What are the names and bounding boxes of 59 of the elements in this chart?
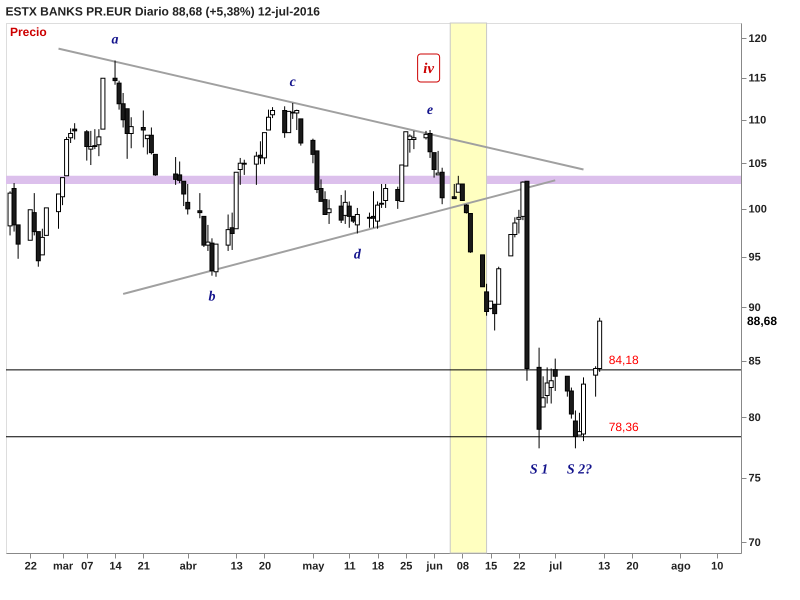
x-tick-label: 13 xyxy=(598,560,610,572)
annotation: d xyxy=(354,247,362,262)
y-tick-label: 100 xyxy=(748,203,767,216)
x-tick-label: 10 xyxy=(711,560,724,572)
candlestick xyxy=(460,183,465,201)
annotation: b xyxy=(208,290,216,305)
x-tick-label: may xyxy=(302,560,326,572)
x-tick-label: 13 xyxy=(230,560,243,572)
candlestick xyxy=(185,183,190,215)
x-tick-label: ago xyxy=(671,560,691,572)
candlestick xyxy=(84,130,90,162)
x-tick-label: 15 xyxy=(484,560,498,572)
x-tick-label: 20 xyxy=(626,560,639,572)
candlestick xyxy=(366,212,372,228)
candlestick xyxy=(88,130,94,166)
candlestick xyxy=(383,183,388,208)
y-tick-label: 75 xyxy=(748,472,761,484)
x-tick-label: 22 xyxy=(24,560,37,572)
y-tick-label: 115 xyxy=(748,72,766,85)
annotation: a xyxy=(112,32,119,48)
x-tick-label: 22 xyxy=(513,560,526,572)
y-tick-label: 70 xyxy=(748,536,761,549)
candlestick xyxy=(326,199,332,224)
y-tick-label: 85 xyxy=(748,355,761,368)
x-tick-label: jul xyxy=(548,560,562,572)
x-tick-label: abr xyxy=(180,560,198,572)
annotation: S 1 xyxy=(530,462,548,478)
annotation: e xyxy=(426,102,434,118)
ref-line-label: 84,18 xyxy=(608,352,640,367)
candlestick xyxy=(354,207,360,234)
annotation: Precio xyxy=(10,25,47,39)
ref-line-label: 78,36 xyxy=(608,420,640,434)
x-tick-label: 14 xyxy=(109,560,123,572)
y-tick-label: 110 xyxy=(748,114,766,126)
x-tick-label: 21 xyxy=(138,560,150,572)
candlestick xyxy=(140,110,146,148)
y-tick-label: 80 xyxy=(748,412,761,424)
y-tick-label: 120 xyxy=(748,32,767,45)
x-tick-label: 20 xyxy=(258,560,272,572)
annotation: iv xyxy=(423,61,434,77)
chart-title: ESTX BANKS PR.EUR Diario 88,68 (+5,38%) 12-jul-2016 xyxy=(6,4,320,18)
x-tick-label: 11 xyxy=(344,560,356,572)
x-tick-label: mar xyxy=(52,560,74,572)
candlestick xyxy=(411,130,416,150)
x-tick-label: 07 xyxy=(81,560,94,572)
x-tick-label: 18 xyxy=(372,560,384,572)
x-tick-label: 25 xyxy=(400,560,412,572)
x-tick-label: 08 xyxy=(456,560,469,572)
candlestick xyxy=(342,190,348,224)
annotation: c xyxy=(290,74,297,90)
y-tick-label: 95 xyxy=(748,251,761,264)
y-tick-label: 105 xyxy=(748,158,767,170)
candlestick xyxy=(226,214,231,252)
candlestick xyxy=(72,122,78,140)
text: 88,68 xyxy=(747,314,778,328)
candlestick xyxy=(452,183,457,200)
y-tick-label: 90 xyxy=(748,302,761,314)
x-tick-label: jun xyxy=(425,560,444,572)
annotation: S 2? xyxy=(566,462,592,478)
